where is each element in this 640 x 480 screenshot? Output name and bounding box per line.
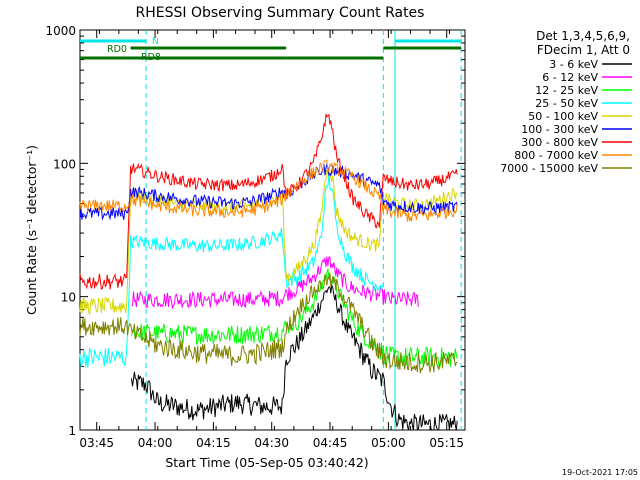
x-tick-label: 03:45 (79, 436, 114, 450)
chart-title: RHESSI Observing Summary Count Rates (136, 5, 425, 21)
flag-label-rd0: RD0 (107, 44, 127, 55)
legend-label-2: 12 - 25 keV (535, 84, 598, 97)
legend-label-5: 100 - 300 keV (521, 123, 598, 136)
axis-ticks: 1 10 100 1000 03:45 04:00 04:15 04:30 04:45 05:00… (45, 24, 465, 450)
legend-label-8: 7000 - 15000 keV (500, 162, 598, 175)
plot-frame (79, 29, 466, 431)
x-tick-label: 04:15 (196, 436, 231, 450)
legend-label-6: 300 - 800 keV (521, 136, 598, 149)
legend-label-3: 25 - 50 keV (535, 97, 598, 110)
legend-label-0: 3 - 6 keV (549, 58, 598, 71)
x-tick-label: 04:00 (138, 436, 173, 450)
series-lines (79, 113, 458, 431)
y-tick-label: 1000 (45, 24, 76, 38)
legend-label-4: 50 - 100 keV (528, 110, 598, 123)
x-tick-label: 05:00 (371, 436, 406, 450)
x-tick-label: 04:45 (313, 436, 348, 450)
timestamp: 19-Oct-2021 17:05 (562, 468, 638, 477)
series-line-7 (79, 159, 458, 222)
y-tick-label: 10 (61, 291, 76, 305)
flag-bars (80, 39, 462, 60)
legend-label-7: 800 - 7000 keV (514, 149, 598, 162)
flag-label-rd8: RD8 (141, 52, 161, 63)
series-line-5 (79, 162, 458, 221)
series-line-3 (79, 173, 384, 368)
x-tick-label: 05:15 (429, 436, 464, 450)
series-line-6 (79, 113, 458, 290)
y-axis-label: Count Rate (s⁻¹ detector⁻¹) (24, 145, 39, 315)
legend-header-1: Det 1,3,4,5,6,9, (536, 29, 630, 43)
y-tick-label: 1 (68, 424, 76, 438)
series-line-0 (131, 283, 458, 431)
event-lines (145, 30, 462, 430)
x-tick-label: 04:30 (254, 436, 289, 450)
legend-header-2: FDecim 1, Att 0 (537, 43, 630, 57)
y-tick-label: 100 (53, 157, 76, 171)
flag-label-n: N (152, 37, 159, 47)
series-line-8 (79, 272, 458, 374)
x-axis-label: Start Time (05-Sep-05 03:40:42) (165, 455, 368, 470)
series-line-1 (131, 256, 419, 310)
legend-label-1: 6 - 12 keV (542, 71, 598, 84)
